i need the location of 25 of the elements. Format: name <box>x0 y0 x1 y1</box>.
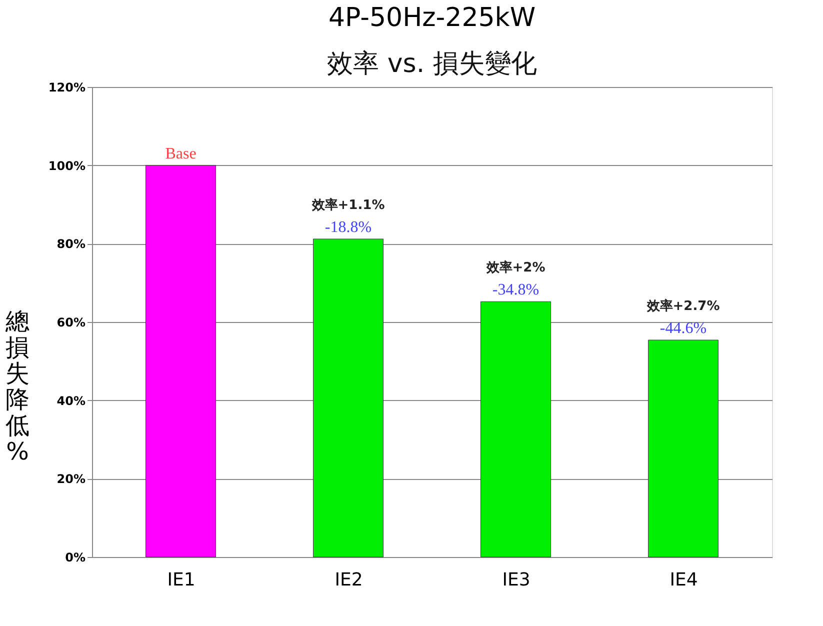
y-tick-label: 0% <box>65 550 86 564</box>
chart-title: 4P-50Hz-225kW <box>328 3 536 33</box>
y-tick-label: 100% <box>48 158 86 173</box>
y-tick-label: 120% <box>48 80 86 94</box>
annotation: 效率+1.1% <box>310 196 385 213</box>
y-axis-title: 總損失降低% <box>4 308 30 466</box>
x-tick-label: IE1 <box>167 570 196 590</box>
y-tick-label: 20% <box>56 472 86 486</box>
annotation: -34.8% <box>492 282 540 299</box>
y-tick-label: 80% <box>56 237 86 252</box>
bar <box>648 340 718 558</box>
bar <box>146 165 216 558</box>
data-label: Base <box>165 145 196 162</box>
y-tick-label: 40% <box>56 394 86 408</box>
x-tick-label: IE2 <box>334 570 363 590</box>
chart-subtitle: 效率 vs. 損失變化 <box>327 49 537 79</box>
bar <box>480 301 551 558</box>
annotation: -18.8% <box>324 218 372 236</box>
annotation: 效率+2% <box>485 260 546 276</box>
x-tick-label: IE4 <box>670 570 698 590</box>
annotation: -44.6% <box>660 320 707 338</box>
x-tick-label: IE3 <box>502 570 530 590</box>
bar <box>313 238 384 558</box>
annotation: 效率+2.7% <box>646 298 720 314</box>
y-tick-label: 60% <box>56 316 86 330</box>
